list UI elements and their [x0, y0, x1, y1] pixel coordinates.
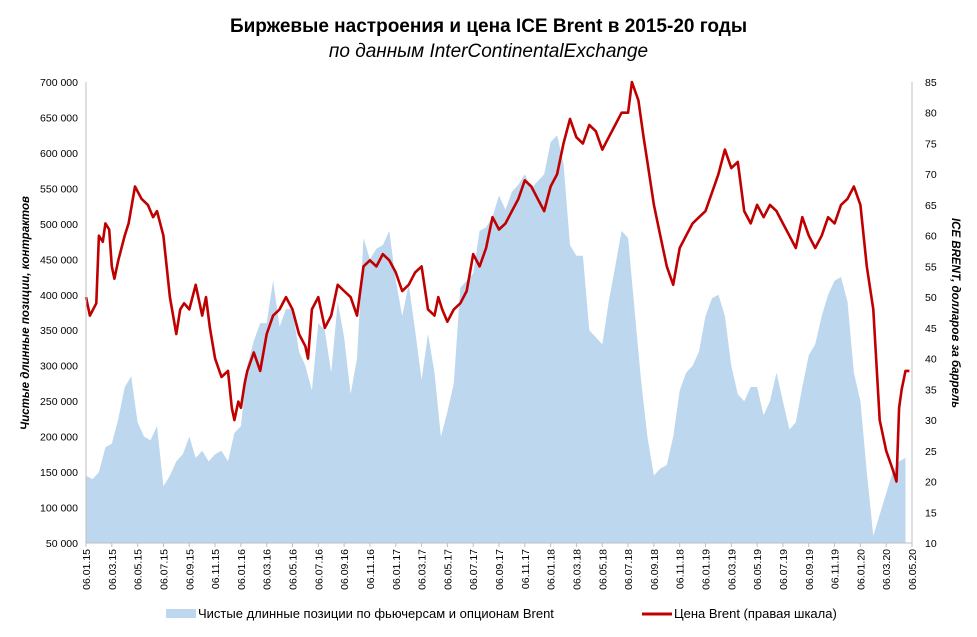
- y-right-tick-label: 80: [925, 108, 937, 120]
- legend: Чистые длинные позиции по фьючерсам и оп…: [166, 606, 837, 621]
- x-tick-label: 06.05.18: [597, 549, 609, 590]
- x-tick-label: 06.09.19: [804, 549, 816, 590]
- x-tick-label: 06.09.17: [494, 549, 506, 590]
- x-tick-label: 06.03.15: [107, 549, 119, 590]
- y-left-tick-label: 700 000: [40, 77, 78, 89]
- x-tick-label: 06.11.15: [210, 549, 222, 589]
- y-right-tick-label: 70: [925, 169, 937, 181]
- y-left-tick-label: 100 000: [40, 503, 78, 515]
- y-left-tick-label: 300 000: [40, 361, 78, 373]
- y-left-tick-label: 500 000: [40, 219, 78, 231]
- x-tick-label: 06.05.17: [442, 549, 454, 590]
- x-tick-label: 06.03.16: [262, 549, 274, 590]
- x-tick-label: 06.01.15: [81, 549, 93, 590]
- legend-swatch-area: [166, 609, 196, 618]
- x-tick-label: 06.01.17: [391, 549, 403, 590]
- y-left-tick-label: 350 000: [40, 325, 78, 337]
- chart-title: Биржевые настроения и цена ICE Brent в 2…: [229, 16, 748, 37]
- x-tick-label: 06.07.19: [778, 549, 790, 590]
- x-tick-label: 06.09.15: [184, 549, 196, 590]
- y-right-tick-label: 25: [925, 446, 937, 458]
- y-right-tick-label: 20: [925, 477, 937, 489]
- y-right-tick-label: 75: [925, 138, 937, 150]
- x-tick-label: 06.11.17: [520, 549, 532, 589]
- y-right-tick-label: 60: [925, 231, 937, 243]
- plot-area: [84, 80, 913, 544]
- x-tick-label: 06.05.15: [133, 549, 145, 590]
- x-tick-label: 06.09.18: [649, 549, 661, 590]
- series-line-brent: [84, 80, 910, 483]
- x-tick-label: 06.11.16: [365, 549, 377, 589]
- x-tick-label: 06.07.18: [623, 549, 635, 590]
- y-right-tick-label: 30: [925, 415, 937, 427]
- x-tick-label: 06.11.19: [830, 549, 842, 589]
- y-right-tick-label: 10: [925, 538, 937, 550]
- x-tick-label: 06.03.17: [417, 549, 429, 590]
- x-tick-label: 06.01.18: [546, 549, 558, 590]
- y-left-tick-label: 650 000: [40, 112, 78, 124]
- x-tick-label: 06.11.18: [675, 549, 687, 589]
- x-tick-label: 06.09.16: [339, 549, 351, 590]
- x-tick-label: 06.05.19: [752, 549, 764, 590]
- x-axis: 06.01.15 06.03.15 06.05.15 06.07.15 06.09.15…: [81, 543, 919, 590]
- y-axis-left-label: Чистые длинные позиции, контрактов: [20, 196, 32, 430]
- y-left-tick-label: 450 000: [40, 254, 78, 266]
- x-tick-label: 06.03.18: [571, 549, 583, 590]
- x-tick-label: 06.03.19: [726, 549, 738, 590]
- legend-label-line: Цена Brent (правая шкала): [674, 606, 837, 621]
- x-tick-label: 06.05.20: [907, 549, 919, 590]
- x-tick-label: 06.01.20: [855, 549, 867, 590]
- x-tick-label: 06.01.16: [236, 549, 248, 590]
- y-right-tick-label: 15: [925, 507, 937, 519]
- y-left-tick-label: 550 000: [40, 183, 78, 195]
- y-left-tick-label: 150 000: [40, 467, 78, 479]
- x-tick-label: 06.05.16: [288, 549, 300, 590]
- x-tick-label: 06.07.17: [468, 549, 480, 590]
- y-axis-right: 10 15 20 25 30 35 40 45 50 55 60 65 70 75 80 85: [925, 77, 937, 550]
- y-left-tick-label: 400 000: [40, 290, 78, 302]
- y-left-tick-label: 600 000: [40, 148, 78, 160]
- series-area-net-long: [86, 135, 906, 543]
- y-right-tick-label: 35: [925, 384, 937, 396]
- y-right-tick-label: 45: [925, 323, 937, 335]
- x-tick-label: 06.07.15: [158, 549, 170, 590]
- x-tick-label: 06.03.20: [881, 549, 893, 590]
- y-right-tick-label: 85: [925, 77, 937, 89]
- chart-subtitle: по данным InterContinentalExchange: [328, 41, 649, 62]
- y-right-tick-label: 65: [925, 200, 937, 212]
- y-right-tick-label: 40: [925, 354, 937, 366]
- x-tick-label: 06.07.16: [313, 549, 325, 590]
- x-tick-label: 06.01.19: [701, 549, 713, 590]
- y-left-tick-label: 250 000: [40, 396, 78, 408]
- y-left-tick-label: 50 000: [46, 538, 78, 550]
- legend-label-area: Чистые длинные позиции по фьючерсам и оп…: [198, 606, 554, 621]
- y-right-tick-label: 55: [925, 261, 937, 273]
- y-axis-left: 50 000 100 000 150 000 200 000 250 000 300 00…: [40, 77, 78, 550]
- y-axis-right-label: ICE BRENT, долларов за баррель: [949, 218, 961, 408]
- y-right-tick-label: 50: [925, 292, 937, 304]
- y-left-tick-label: 200 000: [40, 432, 78, 444]
